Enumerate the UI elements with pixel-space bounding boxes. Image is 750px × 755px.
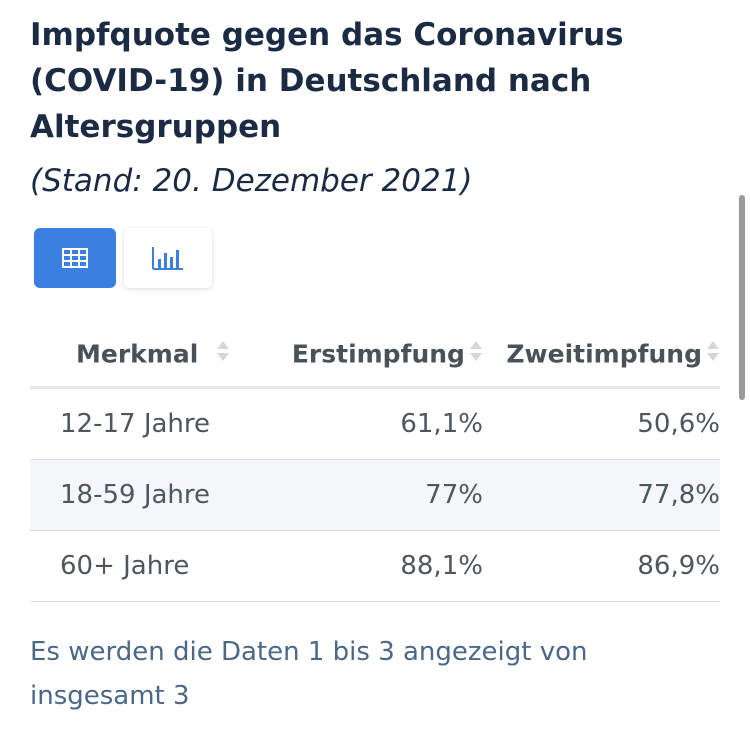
pagination-info: Es werden die Daten 1 bis 3 angezeigt vo… xyxy=(30,637,588,711)
column-header-erstimpfung[interactable]: Erstimpfung xyxy=(284,320,483,389)
column-header-merkmal[interactable]: Merkmal xyxy=(30,320,285,389)
erstimpfung-value: 61,1% xyxy=(284,387,483,460)
column-header-label: Zweitimpfung xyxy=(506,339,702,368)
data-table: Merkmal Erstimpfung Zweitimpfung 12-17 J… xyxy=(30,320,720,602)
zweitimpfung-value: 77,8% xyxy=(482,459,720,531)
chart-title: Impfquote gegen das Coronavirus (COVID-1… xyxy=(30,17,624,145)
table-view-button[interactable] xyxy=(34,228,116,288)
erstimpfung-value: 88,1% xyxy=(284,530,483,602)
zweitimpfung-value: 86,9% xyxy=(482,530,720,602)
row-label: 60+ Jahre xyxy=(30,530,285,602)
erstimpfung-value: 77% xyxy=(284,459,483,531)
row-label: 18-59 Jahre xyxy=(30,459,285,531)
sort-icon xyxy=(706,339,720,369)
bar-chart-icon xyxy=(152,247,183,270)
table-icon xyxy=(62,248,88,268)
table-row: 60+ Jahre 88,1% 86,9% xyxy=(30,530,720,602)
scrollbar[interactable] xyxy=(739,195,745,400)
table-row: 12-17 Jahre 61,1% 50,6% xyxy=(30,387,720,460)
column-header-label: Merkmal xyxy=(76,339,199,368)
sort-icon xyxy=(469,339,483,369)
chart-view-button[interactable] xyxy=(124,228,212,288)
column-header-label: Erstimpfung xyxy=(291,339,465,368)
sort-icon xyxy=(216,339,230,369)
chart-subtitle: (Stand: 20. Dezember 2021) xyxy=(30,163,473,199)
zweitimpfung-value: 50,6% xyxy=(482,387,720,460)
column-header-zweitimpfung[interactable]: Zweitimpfung xyxy=(482,320,720,389)
table-row: 18-59 Jahre 77% 77,8% xyxy=(30,459,720,531)
table-header-row: Merkmal Erstimpfung Zweitimpfung xyxy=(30,320,720,389)
row-label: 12-17 Jahre xyxy=(30,387,285,460)
